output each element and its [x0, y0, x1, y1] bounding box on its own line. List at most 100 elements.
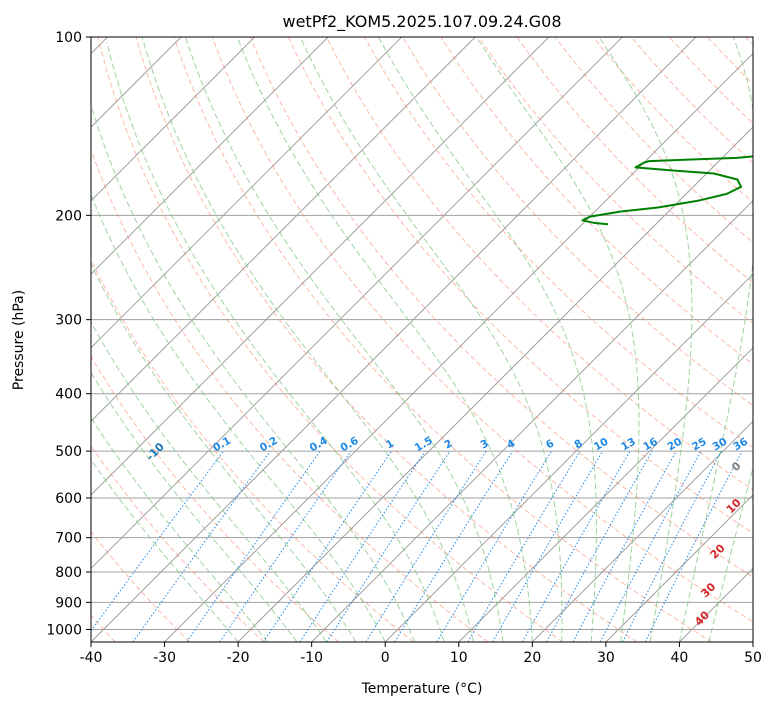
y-tick-label: 400	[55, 387, 82, 403]
dry-adiabat	[745, 37, 753, 46]
mixing-ratio-line	[644, 450, 743, 642]
mixing-ratio-line	[299, 450, 426, 642]
moist-adiabat	[106, 41, 445, 642]
moist-adiabat	[236, 37, 533, 642]
dry-adiabat	[402, 37, 753, 407]
moist-adiabat	[91, 371, 298, 642]
mixing-ratio-line	[91, 450, 224, 632]
dry-adiabat-lines	[91, 37, 753, 642]
isotherm-line	[91, 37, 623, 570]
x-tick-label: -20	[227, 650, 250, 666]
y-axis-ticks: 100 200 300 400 500 600 700 800 900 1000	[46, 30, 91, 638]
dry-adiabat	[211, 37, 753, 623]
moist-adiabat	[91, 193, 386, 642]
y-tick-label: 100	[55, 30, 82, 46]
mixing-ratio-line	[365, 450, 487, 642]
plot-frame	[90, 36, 754, 643]
isobar-grid	[91, 37, 753, 630]
mixing-ratio-line	[546, 450, 653, 642]
mixing-ratio-lines	[91, 450, 743, 642]
dry-adiabat	[516, 37, 753, 284]
chart-title: wetPf2_KOM5.2025.107.09.24.G08	[282, 12, 561, 32]
x-tick-label: -10	[300, 650, 323, 666]
mixing-ratio-label: 2	[442, 437, 454, 451]
mixing-ratio-line	[522, 450, 631, 642]
isotherm-line	[91, 37, 256, 202]
moist-adiabat	[598, 37, 693, 642]
mixing-ratio-label: 3	[478, 437, 490, 451]
dry-adiabat-label: -10	[144, 440, 167, 463]
dry-adiabat	[326, 37, 753, 491]
isotherm-line	[91, 37, 403, 349]
dry-adiabat-label: -30	[0, 373, 8, 396]
dry-adiabat	[91, 445, 265, 642]
isotherm-line	[91, 37, 550, 496]
dry-adiabat	[91, 258, 414, 642]
isotherm-line	[91, 37, 697, 642]
dry-adiabat	[478, 37, 753, 324]
x-tick-label: -30	[153, 650, 176, 666]
moist-adiabat-label: 20	[708, 541, 728, 561]
x-axis-ticks: -40 -30 -20 -10 0 10 20 30 40 50	[80, 642, 762, 666]
x-tick-label: 30	[597, 650, 615, 666]
mixing-ratio-line	[467, 450, 581, 642]
mixing-ratio-line	[436, 450, 552, 642]
dry-adiabat	[91, 355, 340, 642]
moist-adiabat	[476, 37, 640, 642]
x-tick-label: -40	[80, 650, 103, 666]
moist-adiabat	[141, 37, 474, 642]
sounding-profiles	[581, 155, 753, 226]
x-tick-label: 40	[671, 650, 689, 666]
x-tick-label: 10	[450, 650, 468, 666]
isotherm-line	[752, 641, 753, 642]
moist-adiabat	[91, 103, 416, 642]
x-tick-label: 50	[744, 650, 762, 666]
y-tick-label: 1000	[46, 622, 82, 638]
dry-adiabat	[97, 37, 563, 642]
isotherm-line	[458, 347, 753, 642]
mixing-ratio-line	[263, 450, 392, 642]
isotherm-line	[91, 37, 476, 423]
x-tick-label: 0	[381, 650, 390, 666]
y-tick-label: 500	[55, 444, 82, 460]
dry-adiabat	[592, 37, 753, 204]
moist-adiabat	[378, 37, 597, 642]
mixing-ratio-line	[132, 450, 271, 642]
mixing-ratio-label: 6	[544, 437, 556, 451]
isotherm-line	[311, 199, 753, 642]
dry-adiabat	[249, 37, 753, 578]
moist-adiabat	[184, 37, 504, 642]
isotherm-line	[679, 567, 753, 642]
mixing-ratio-line	[599, 450, 702, 642]
mixing-ratio-label: 1	[384, 437, 396, 451]
moist-adiabat	[678, 37, 753, 642]
moist-adiabat-label: 0	[729, 459, 744, 474]
y-tick-label: 600	[55, 491, 82, 507]
moist-adiabat	[91, 320, 327, 642]
x-axis-label: Temperature (°C)	[361, 681, 483, 697]
moist-adiabat	[299, 37, 563, 642]
dry-adiabat-label: -20	[65, 412, 88, 435]
mixing-ratio-line	[186, 450, 321, 642]
mixing-ratio-line	[622, 450, 722, 642]
mixing-ratio-line	[326, 450, 451, 642]
isotherm-grid	[91, 37, 753, 642]
dry-adiabat	[91, 531, 191, 642]
mixing-ratio-line	[219, 450, 352, 642]
mixing-ratio-line	[572, 450, 677, 642]
moist-adiabat-label: 10	[724, 496, 744, 516]
moist-adiabat-label: 30	[698, 580, 718, 600]
isotherm-line	[531, 420, 753, 642]
isotherm-line	[237, 126, 753, 642]
isotherm-line	[605, 494, 753, 642]
dry-adiabat	[135, 37, 638, 642]
y-tick-label: 900	[55, 595, 82, 611]
mixing-ratio-line	[394, 450, 514, 642]
moist-adiabat	[91, 458, 239, 642]
moist-adiabat	[91, 417, 268, 642]
isotherm-line	[91, 37, 329, 275]
x-tick-label: 20	[523, 650, 541, 666]
y-tick-label: 300	[55, 313, 82, 329]
moist-adiabat-lines	[91, 37, 753, 642]
